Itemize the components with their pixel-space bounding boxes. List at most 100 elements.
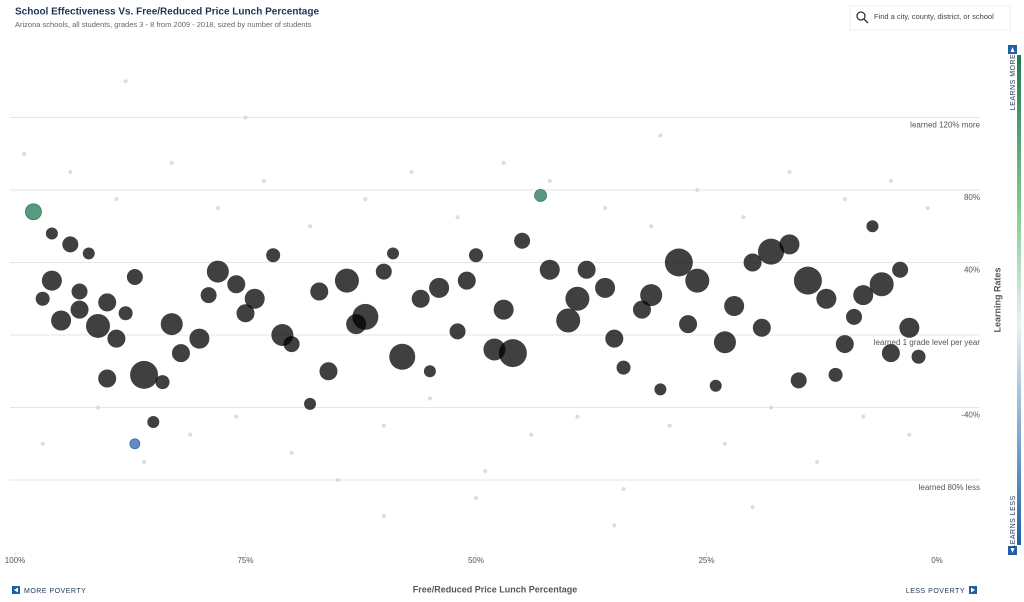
school-bubble[interactable]: [387, 247, 400, 260]
school-bubble[interactable]: [556, 308, 581, 333]
school-bubble[interactable]: [236, 304, 255, 323]
school-bubble[interactable]: [793, 266, 822, 295]
school-bubble[interactable]: [319, 362, 338, 381]
school-bubble[interactable]: [790, 372, 807, 389]
school-bubble[interactable]: [605, 329, 624, 348]
school-bubble[interactable]: [853, 285, 874, 306]
school-bubble[interactable]: [616, 360, 631, 375]
school-bubble[interactable]: [304, 397, 317, 410]
school-bubble[interactable]: [685, 268, 710, 293]
search-field[interactable]: [849, 5, 1011, 31]
school-bubble[interactable]: [577, 260, 596, 279]
school-bubble[interactable]: [498, 339, 527, 368]
school-bubble[interactable]: [129, 438, 141, 450]
school-bubble[interactable]: [130, 360, 159, 389]
school-bubble[interactable]: [85, 313, 110, 338]
school-bubble[interactable]: [816, 288, 837, 309]
search-box[interactable]: Find a city, county, district, or school: [849, 5, 1011, 31]
school-bubble[interactable]: [147, 416, 160, 428]
school-bubble[interactable]: [449, 323, 466, 340]
background-point: [925, 206, 930, 211]
school-bubble[interactable]: [98, 369, 117, 388]
school-bubble[interactable]: [835, 335, 854, 354]
school-bubble[interactable]: [107, 329, 126, 348]
school-bubble[interactable]: [346, 314, 367, 335]
school-bubble[interactable]: [70, 300, 89, 319]
school-bubble[interactable]: [539, 259, 560, 280]
school-bubble[interactable]: [869, 272, 894, 297]
school-bubble[interactable]: [98, 293, 117, 312]
school-bubble[interactable]: [411, 289, 430, 308]
school-bubble[interactable]: [375, 263, 392, 280]
y-tick-label: learned 1 grade level per year: [874, 338, 981, 347]
school-bubble[interactable]: [206, 260, 229, 283]
school-bubble[interactable]: [493, 299, 514, 320]
school-bubble[interactable]: [334, 268, 359, 293]
school-bubble[interactable]: [758, 238, 785, 265]
school-bubble[interactable]: [82, 247, 95, 260]
school-bubble[interactable]: [35, 291, 50, 306]
school-bubble[interactable]: [423, 365, 436, 378]
school-bubble[interactable]: [640, 284, 663, 307]
school-bubble[interactable]: [743, 253, 762, 272]
y-tick-label: 80%: [964, 193, 980, 202]
school-bubble[interactable]: [713, 331, 736, 354]
school-bubble[interactable]: [429, 277, 450, 298]
school-bubble[interactable]: [514, 232, 531, 249]
school-bubble[interactable]: [171, 344, 190, 363]
search-placeholder[interactable]: Find a city, county, district, or school: [874, 12, 994, 21]
school-bubble[interactable]: [866, 220, 879, 233]
school-bubble[interactable]: [632, 300, 651, 319]
school-bubble[interactable]: [899, 317, 920, 338]
school-bubble[interactable]: [724, 296, 745, 316]
background-point: [842, 197, 847, 202]
school-bubble[interactable]: [62, 236, 79, 253]
background-point: [658, 133, 663, 138]
school-bubble[interactable]: [846, 308, 863, 325]
background-point: [455, 215, 460, 220]
school-bubble[interactable]: [779, 234, 800, 255]
y-axis-label: Learning Rates: [992, 267, 1002, 332]
school-bubble[interactable]: [51, 310, 72, 331]
background-point: [621, 487, 626, 492]
school-bubble[interactable]: [654, 383, 667, 396]
x-tick-label: 75%: [237, 556, 253, 565]
school-bubble[interactable]: [266, 248, 281, 263]
background-point: [483, 468, 488, 473]
background-point: [381, 423, 386, 428]
school-bubble[interactable]: [126, 269, 143, 285]
school-bubble[interactable]: [469, 248, 483, 263]
school-bubble[interactable]: [45, 227, 58, 240]
chart-title: School Effectiveness Vs. Free/Reduced Pr…: [15, 7, 319, 18]
more-poverty[interactable]: MORE POVERTY: [24, 588, 86, 595]
school-bubble[interactable]: [534, 189, 547, 202]
school-bubble[interactable]: [595, 277, 616, 298]
school-bubble[interactable]: [160, 313, 183, 336]
x-axis-label: Free/Reduced Price Lunch Percentage: [413, 584, 578, 594]
school-bubble[interactable]: [679, 315, 698, 334]
less-poverty[interactable]: LESS POVERTY: [906, 588, 965, 595]
school-bubble[interactable]: [709, 379, 722, 392]
school-bubble[interactable]: [189, 328, 210, 349]
school-bubble[interactable]: [565, 286, 590, 311]
school-bubble[interactable]: [41, 270, 62, 291]
school-bubble[interactable]: [25, 203, 42, 221]
school-bubble[interactable]: [911, 349, 926, 364]
background-point: [22, 151, 27, 156]
school-bubble[interactable]: [892, 261, 909, 278]
school-bubble[interactable]: [881, 344, 900, 363]
school-bubble[interactable]: [227, 275, 246, 294]
school-bubble[interactable]: [310, 282, 329, 301]
school-bubble[interactable]: [71, 283, 88, 300]
school-bubble[interactable]: [200, 287, 217, 304]
school-bubble[interactable]: [271, 324, 294, 346]
school-bubble[interactable]: [752, 318, 771, 337]
school-bubble[interactable]: [457, 271, 476, 290]
school-bubble[interactable]: [828, 367, 843, 382]
school-bubble[interactable]: [155, 375, 170, 390]
school-bubble[interactable]: [244, 288, 265, 309]
school-bubble[interactable]: [118, 306, 133, 321]
school-bubble[interactable]: [664, 248, 693, 277]
background-point: [695, 188, 700, 192]
school-bubble[interactable]: [389, 343, 416, 370]
